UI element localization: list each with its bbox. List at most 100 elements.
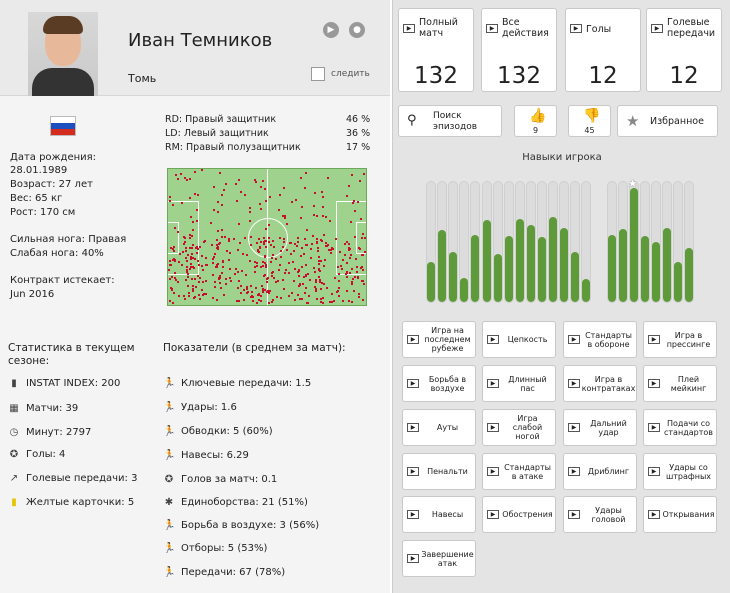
skill-bar[interactable] [426,181,436,303]
skill-video-button[interactable]: ▶ Игра слабой ногой [482,409,556,446]
like-button[interactable]: 👍 9 [514,105,557,137]
skill-video-button[interactable]: ▶ Пенальти [402,453,476,490]
heatmap-dot [224,183,227,186]
skill-video-button[interactable]: ▶ Игра в контратаках [563,365,637,402]
heatmap-dot [322,302,325,305]
player-name: Иван Темников [128,30,273,51]
team-name[interactable]: Томь [128,72,157,85]
skill-bar[interactable] [628,181,639,303]
skill-bar[interactable] [470,181,481,303]
favorites-button[interactable]: ★ Избранное [617,105,718,137]
heatmap-dot [240,285,243,288]
skill-bar[interactable] [492,181,503,303]
heatmap-dot [347,184,350,187]
heatmap-dot [359,247,361,250]
skill-bar[interactable] [662,181,672,303]
skill-video-button[interactable]: ▶ Ауты [402,409,476,446]
skill-button-label: Игра слабой ногой [512,414,543,441]
tile-assists[interactable]: ▶ Голевые передачи 12 [646,8,722,92]
skill-video-button[interactable]: ▶ Дальний удар [563,409,637,446]
heatmap-dot [322,206,324,209]
skill-bar[interactable] [639,181,650,303]
skill-video-button[interactable]: ▶ Обострения [482,496,556,533]
skill-bar[interactable] [570,181,581,303]
skill-bar[interactable] [673,181,684,303]
tile-full-match[interactable]: ▶ Полный матч 132 [398,8,474,92]
tile-goals[interactable]: ▶ Голы 12 [565,8,641,92]
heatmap-dot [330,300,333,303]
heatmap-dot [297,294,300,297]
skill-bar[interactable] [525,181,536,303]
heatmap-dot [363,236,366,239]
heatmap-dot [354,236,357,239]
skill-video-button[interactable]: ▶ Удары со штрафных [643,453,717,490]
heatmap-dot [256,261,259,264]
skill-bar[interactable] [617,181,628,303]
dislike-button[interactable]: 👎 45 [568,105,611,137]
skill-video-button[interactable]: ▶ Борьба в воздухе [402,365,476,402]
skill-bar-fill [582,279,591,302]
skill-video-button[interactable]: ▶ Подачи со стандартов [643,409,717,446]
play-icon: ▶ [648,423,660,432]
skill-bar[interactable] [548,181,559,303]
stat-text: Борьба в воздухе: 3 (56%) [181,520,320,531]
skill-bar[interactable] [537,181,547,303]
heatmap-dot [216,264,219,266]
heatmap-dot [351,283,354,285]
follow-checkbox[interactable] [311,67,325,81]
stat-text: Голы: 4 [26,449,66,460]
skill-bar[interactable] [650,181,661,303]
skill-video-button[interactable]: ▶ Стандарты в атаке [482,453,556,490]
skill-video-button[interactable]: ▶ Длинный пас [482,365,556,402]
heatmap-dot [322,215,325,218]
skill-video-button[interactable]: ▶ Навесы [402,496,476,533]
skill-video-button[interactable]: ▶ Дриблинг [563,453,637,490]
heatmap-dot [277,268,280,271]
position-label: LD: Левый защитник [165,128,269,139]
search-episodes-button[interactable]: ⚲ Поиск эпизодов [398,105,502,137]
heatmap-dot [317,263,320,266]
heatmap-dot [190,215,192,218]
heatmap-dot [195,286,198,289]
skill-bar[interactable] [503,181,514,303]
heatmap-dot [297,275,300,278]
skill-bar[interactable] [559,181,570,303]
video-icon[interactable]: ▶ [323,22,339,38]
cross-icon: 🏃 [163,450,176,461]
skill-video-button[interactable]: ▶ Игра в прессинге [643,321,717,358]
heatmap-dot [193,193,196,196]
skill-bar[interactable] [448,181,459,303]
shot-icon: 🏃 [163,402,176,413]
heatmap-dot [268,196,271,198]
skill-video-button[interactable]: ▶ Открывания [643,496,717,533]
play-icon: ▶ [407,467,419,476]
skill-video-button[interactable]: ▶ Завершение атак [402,540,476,577]
skill-bar[interactable] [514,181,525,303]
skill-video-button[interactable]: ▶ Игра на последнем рубеже [402,321,476,358]
heatmap-dot [256,242,259,244]
skill-bar[interactable] [481,181,492,303]
stat-row: 🏃 Борьба в воздухе: 3 (56%) [163,520,319,531]
heatmap-dot [184,237,186,240]
skill-bar[interactable] [459,181,470,303]
skill-video-button[interactable]: ▶ Удары головой [563,496,637,533]
aerial-icon: 🏃 [163,520,176,531]
heatmap-dot [336,290,339,292]
skill-video-button[interactable]: ▶ Плей мейкинг [643,365,717,402]
skill-bar[interactable] [581,181,592,303]
comment-icon[interactable]: ● [349,22,365,38]
heatmap-dot [241,270,244,273]
skill-bar[interactable] [437,181,448,303]
heatmap-dot [270,243,273,246]
heatmap-dot [217,262,220,265]
heatmap-dot [296,270,299,273]
heatmap-dot [232,237,235,240]
skill-video-button[interactable]: ▶ Стандарты в обороне [563,321,637,358]
skill-bar[interactable] [606,181,617,303]
skill-video-button[interactable]: ▶ Цепкость [482,321,556,358]
skill-bar[interactable] [684,181,695,303]
tile-all-actions[interactable]: ▶ Все действия 132 [481,8,557,92]
heatmap-dot [192,285,195,288]
heatmap-dot [267,291,270,294]
heatmap-dot [362,173,365,176]
